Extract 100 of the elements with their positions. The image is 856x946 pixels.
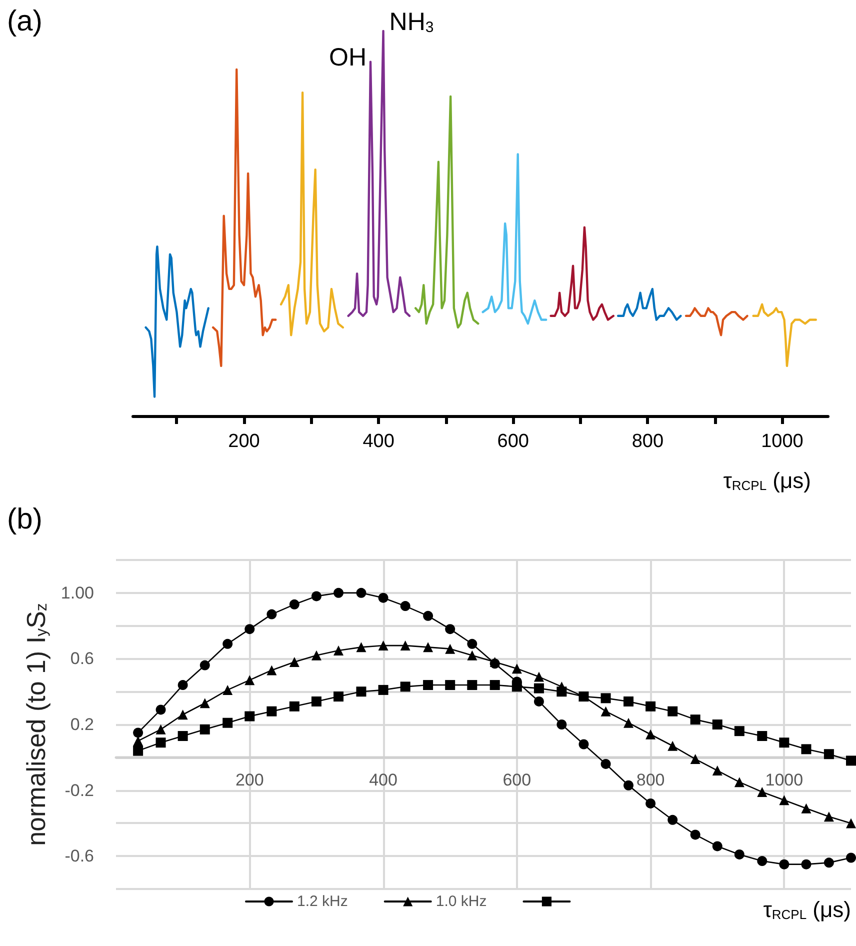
point — [824, 812, 834, 822]
x-tick-label: 600 — [497, 431, 529, 452]
point — [534, 672, 544, 682]
x-tick-label: 400 — [369, 770, 398, 790]
point — [178, 731, 188, 742]
point — [133, 728, 144, 738]
point — [668, 740, 678, 751]
point — [356, 588, 366, 598]
point — [356, 686, 366, 697]
point — [423, 610, 434, 621]
point — [400, 640, 410, 651]
point — [200, 698, 210, 708]
point — [801, 744, 812, 754]
point — [556, 686, 567, 697]
point — [156, 704, 166, 715]
point — [623, 696, 634, 706]
annotation: NH3 — [389, 8, 434, 36]
point — [690, 754, 700, 764]
point — [222, 684, 233, 695]
point — [824, 858, 834, 868]
point — [600, 758, 611, 769]
point — [311, 696, 322, 706]
point — [600, 706, 611, 716]
point — [712, 841, 722, 852]
point — [779, 738, 790, 748]
y-tick-label: -0.6 — [64, 846, 94, 866]
point — [646, 798, 656, 808]
point — [423, 680, 434, 690]
annotation: OH — [329, 43, 366, 72]
point — [824, 749, 834, 760]
point — [668, 814, 678, 825]
point — [779, 859, 790, 870]
x-tick-label: 800 — [636, 770, 665, 790]
point — [244, 624, 255, 634]
point — [624, 780, 634, 790]
point — [378, 640, 388, 651]
point — [846, 818, 856, 828]
point — [400, 682, 410, 692]
point — [690, 714, 700, 725]
point — [712, 720, 722, 730]
point — [334, 692, 344, 702]
point — [846, 852, 856, 863]
point — [578, 739, 589, 750]
point — [801, 859, 812, 870]
y-tick-label: 0.2 — [70, 715, 94, 734]
point — [289, 599, 300, 610]
point — [734, 849, 744, 860]
point — [200, 724, 210, 734]
point — [757, 856, 768, 866]
x-tick-label: 1000 — [765, 770, 804, 790]
point — [445, 680, 456, 690]
point — [178, 710, 188, 720]
point — [467, 638, 478, 649]
point — [712, 766, 722, 776]
x-tick-label: 800 — [632, 431, 664, 452]
point — [400, 601, 410, 612]
point — [156, 724, 166, 734]
point — [600, 693, 611, 704]
point — [445, 644, 456, 654]
chart-title: (a) — [7, 6, 42, 38]
point — [200, 660, 210, 670]
point — [289, 656, 300, 667]
point — [222, 718, 233, 728]
point — [222, 638, 233, 649]
point — [734, 726, 744, 736]
point — [289, 701, 300, 712]
point — [534, 696, 544, 706]
point — [266, 609, 277, 620]
point — [133, 746, 144, 756]
x-tick-label: 400 — [362, 431, 394, 452]
y-tick-label: 0.6 — [70, 649, 94, 668]
chart-title: (b) — [7, 504, 42, 536]
point — [734, 777, 744, 788]
point — [512, 664, 522, 674]
point — [334, 588, 344, 598]
point — [668, 706, 678, 716]
point — [467, 680, 478, 690]
y-tick-label: 1.00 — [60, 583, 94, 602]
x-tick-label: 600 — [502, 770, 532, 790]
point — [334, 645, 344, 656]
legend-label: 1.2 kHz — [297, 893, 348, 910]
x-axis-title: τRCPL (μs) — [763, 897, 852, 922]
point — [646, 701, 656, 712]
point — [512, 682, 522, 692]
x-tick-label: 200 — [235, 770, 264, 790]
point — [578, 692, 589, 702]
point — [178, 680, 188, 690]
point — [757, 731, 768, 742]
legend-label: 1.0 kHz — [436, 893, 487, 910]
point — [757, 786, 768, 797]
point — [378, 592, 388, 603]
point — [378, 684, 388, 695]
point — [266, 665, 277, 676]
x-tick-label: 1000 — [761, 431, 804, 452]
point — [311, 591, 322, 602]
point — [490, 680, 500, 690]
point — [801, 803, 812, 814]
point — [423, 642, 434, 652]
y-axis-title: normalised (to 1) IySz — [21, 603, 52, 846]
x-axis-title: τRCPL (μs) — [723, 468, 812, 493]
